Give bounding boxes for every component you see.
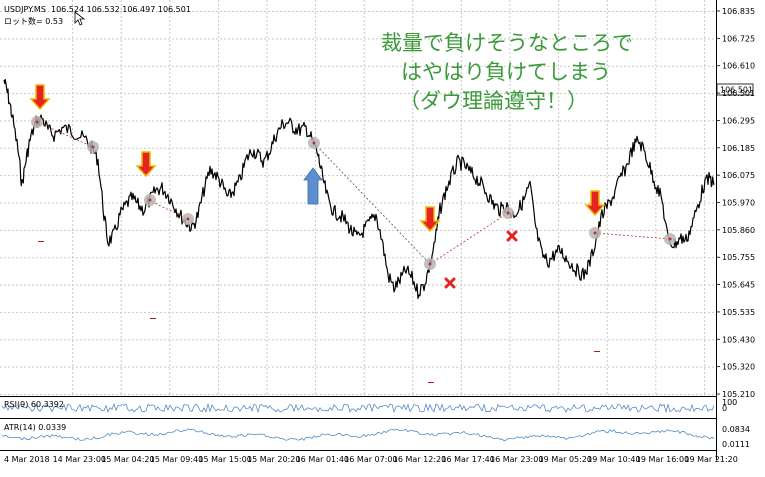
current-price-marker: 106.501 bbox=[716, 83, 754, 96]
indicator-scale-label: 0.0111 bbox=[722, 440, 750, 449]
price-tick-label: 105.645 bbox=[722, 281, 755, 290]
time-tick-label: 16 Mar 17:40 bbox=[441, 455, 494, 464]
ohlc-values: 106.524 106.532 106.497 106.501 bbox=[50, 5, 191, 14]
stray-ticks bbox=[38, 241, 600, 383]
time-tick-label: 19 Mar 05:20 bbox=[539, 455, 592, 464]
cross-icon bbox=[444, 277, 456, 289]
swing-markers bbox=[31, 116, 676, 270]
time-tick-label: 16 Mar 01:40 bbox=[296, 455, 349, 464]
price-axis: 106.835 106.725 106.610 106.501 106.295 106.1… bbox=[716, 7, 755, 399]
down-arrow-icon bbox=[419, 206, 441, 233]
price-tick-label: 105.430 bbox=[722, 335, 755, 344]
trade-arrows bbox=[29, 84, 606, 233]
time-tick-label: 15 Mar 04:20 bbox=[101, 455, 154, 464]
cross-icon bbox=[506, 230, 518, 242]
atr-label: ATR(14) 0.0339 bbox=[4, 423, 67, 432]
price-tick-label: 105.210 bbox=[722, 390, 755, 399]
price-tick-label: 105.535 bbox=[722, 308, 755, 317]
rsi-series bbox=[1, 402, 715, 414]
time-tick-label: 15 Mar 09:40 bbox=[150, 455, 203, 464]
price-series bbox=[3, 78, 715, 300]
time-tick-label: 15 Mar 20:20 bbox=[247, 455, 300, 464]
atr-series bbox=[1, 428, 715, 442]
time-tick-label: 14 Mar 23:00 bbox=[53, 455, 106, 464]
price-tick-label: 106.185 bbox=[722, 144, 755, 153]
indicator-scale-label: 0 bbox=[722, 404, 727, 413]
time-tick-label: 15 Mar 15:00 bbox=[198, 455, 251, 464]
down-arrow-icon bbox=[584, 190, 606, 217]
down-arrow-icon bbox=[29, 84, 51, 111]
price-tick-label: 105.860 bbox=[722, 226, 755, 235]
price-tick-label: 105.755 bbox=[722, 253, 755, 262]
annotation-line-3: （ダウ理論遵守！） bbox=[399, 89, 588, 113]
lot-size-label: ロット数= 0.53 bbox=[4, 17, 64, 26]
price-tick-label: 106.835 bbox=[722, 7, 755, 16]
time-tick-label: 16 Mar 07:00 bbox=[344, 455, 397, 464]
time-tick-label: 19 Mar 21:20 bbox=[684, 455, 737, 464]
loss-crosses bbox=[444, 230, 518, 289]
price-tick-label: 106.610 bbox=[722, 62, 755, 71]
mouse-cursor-icon bbox=[74, 11, 86, 26]
symbol-ohlc-label: USDJPY.MS 106.524 106.532 106.497 106.50… bbox=[4, 5, 191, 15]
rsi-label: RSI(9) 60.3392 bbox=[4, 400, 64, 409]
time-tick-label: 16 Mar 23:00 bbox=[490, 455, 543, 464]
svg-text:106.501: 106.501 bbox=[720, 86, 753, 95]
price-tick-label: 106.725 bbox=[722, 34, 755, 43]
price-tick-label: 106.501 bbox=[722, 89, 755, 98]
time-tick-label: 19 Mar 16:00 bbox=[636, 455, 689, 464]
up-arrow-icon bbox=[303, 167, 323, 205]
annotation-line-1: 裁量で負けそうなところで bbox=[381, 31, 633, 55]
time-tick-label: 16 Mar 12:20 bbox=[393, 455, 446, 464]
price-tick-label: 105.320 bbox=[722, 363, 755, 372]
symbol-name: USDJPY.MS bbox=[4, 5, 46, 14]
down-arrow-icon bbox=[135, 151, 157, 178]
time-tick-label: 19 Mar 10:40 bbox=[587, 455, 640, 464]
annotation-line-2: はやはり負けてしまう bbox=[401, 60, 611, 84]
swing-lines bbox=[36, 121, 671, 265]
price-tick-label: 106.295 bbox=[722, 116, 755, 125]
time-tick-label: 4 Mar 2018 bbox=[4, 455, 50, 464]
price-tick-label: 105.970 bbox=[722, 199, 755, 208]
indicator-scale-label: 0.0834 bbox=[722, 425, 750, 434]
price-tick-label: 106.075 bbox=[722, 171, 755, 180]
indicator-scale-label: 100 bbox=[722, 398, 737, 407]
